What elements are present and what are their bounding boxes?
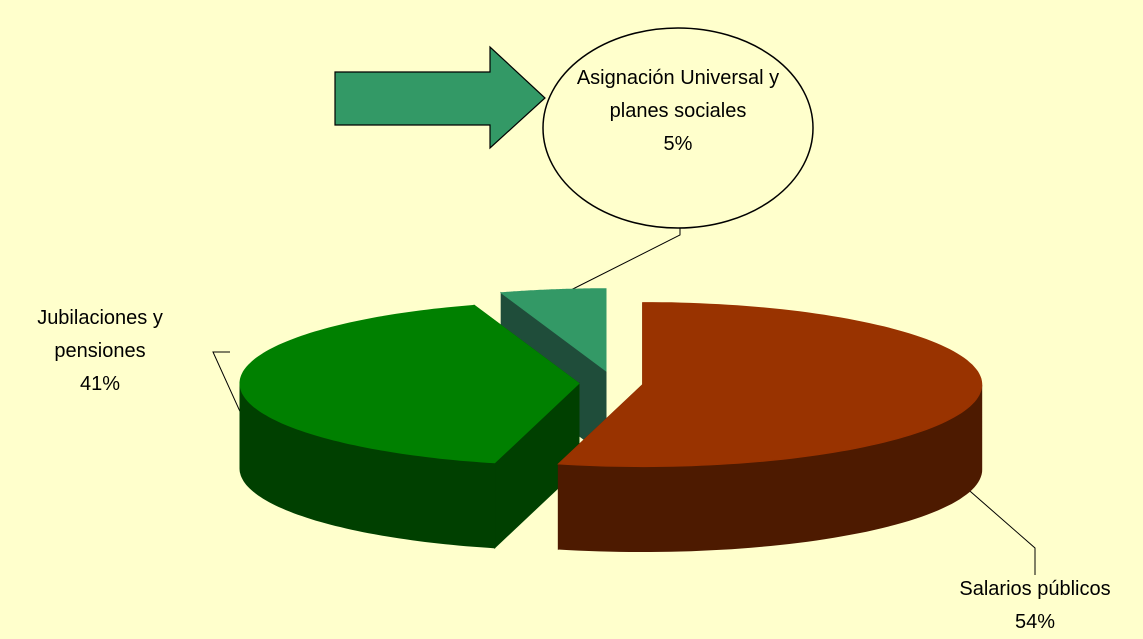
value-label: 54% (1014, 611, 1056, 633)
pie (239, 288, 983, 552)
slice-label: Salarios públicos 54% (959, 573, 1110, 639)
value-label: 41% (79, 373, 121, 395)
leader-line (954, 477, 1036, 575)
pie-slice (239, 304, 580, 464)
callout-ellipse (542, 27, 814, 229)
arrow (334, 45, 546, 150)
pie-slice (557, 302, 983, 468)
slice-label: Asignación Universal y planes sociales 5… (571, 62, 786, 161)
category-label: Asignación Universal y planes sociales (576, 67, 780, 122)
slice-label: Jubilaciones y pensiones 41% (13, 302, 188, 401)
category-label: Salarios públicos (959, 578, 1111, 600)
category-label: Jubilaciones y pensiones (37, 307, 163, 362)
pie-slice (499, 288, 607, 372)
value-label: 5% (663, 133, 693, 155)
leader-line (554, 228, 681, 299)
